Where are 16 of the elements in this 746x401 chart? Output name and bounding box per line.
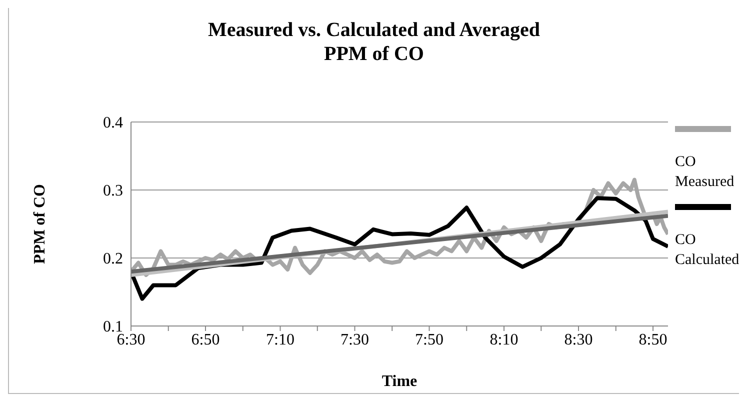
x-tick-label: 7:10 — [266, 331, 294, 348]
y-tick-label: 0.3 — [103, 182, 123, 200]
series-label: CO Calculated — [675, 231, 740, 270]
chart-title: Measured vs. Calculated and Averaged PPM of CO — [206, 18, 542, 66]
x-tick-label: 8:50 — [638, 331, 668, 348]
y-axis-title: PPM of CO — [32, 184, 49, 264]
x-tick-label: 6:50 — [191, 331, 220, 348]
y-tick-label: 0.4 — [103, 114, 123, 132]
x-tick-label: 7:50 — [415, 331, 444, 348]
x-tick-label: 8:10 — [490, 331, 518, 348]
x-tick-label: 7:30 — [340, 331, 369, 348]
x-tick-label: 6:30 — [116, 331, 146, 348]
x-axis-title: Time — [382, 373, 418, 390]
y-tick-label: 0.2 — [103, 250, 123, 268]
x-tick-label: 8:30 — [564, 331, 593, 348]
text: CO Measured — [675, 153, 736, 192]
